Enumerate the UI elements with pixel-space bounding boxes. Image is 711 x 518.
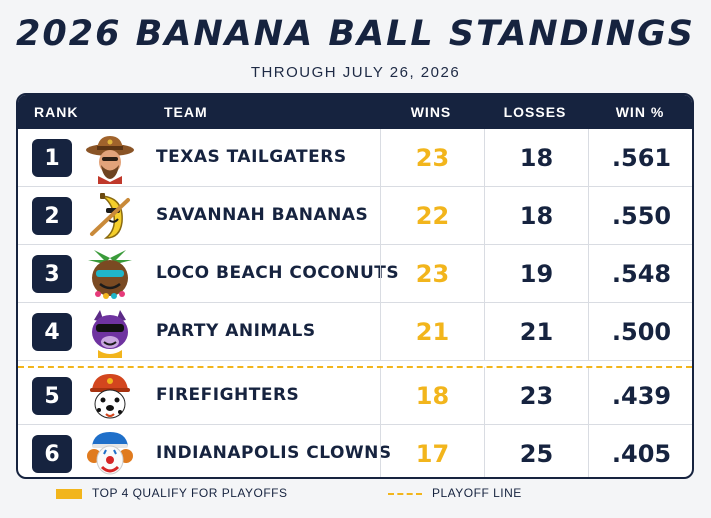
win-pct-value: .550	[588, 187, 692, 244]
losses-value: 18	[484, 129, 588, 186]
legend-line-label: PLAYOFF LINE	[432, 486, 522, 500]
clown-mascot-icon	[87, 432, 133, 475]
header-win-pct: WIN %	[615, 104, 665, 120]
win-pct-value: .500	[588, 303, 692, 360]
losses-value: 18	[484, 187, 588, 244]
table-row: 5 FIREFIGHTERS 18 23 .439	[18, 367, 692, 425]
header-team: TEAM	[164, 104, 208, 120]
win-pct-value: .439	[588, 367, 692, 424]
rank-badge: 1	[32, 139, 72, 177]
rank-badge: 5	[32, 377, 72, 415]
dalmatian-firefighter-mascot-icon	[90, 374, 130, 419]
team-name: SAVANNAH BANANAS	[156, 205, 369, 225]
wins-value: 21	[380, 303, 484, 360]
cowboy-mascot-icon	[86, 136, 134, 184]
table-row: 2 SAVANNAH BANANAS 22 18 .550	[18, 187, 692, 245]
header-losses: LOSSES	[503, 104, 567, 120]
rank-badge: 6	[32, 435, 72, 473]
header-rank: RANK	[34, 104, 79, 120]
losses-value: 25	[484, 425, 588, 477]
header-wins: WINS	[410, 104, 452, 120]
losses-value: 19	[484, 245, 588, 302]
banana-mascot-icon	[90, 193, 130, 239]
rank-badge: 2	[32, 197, 72, 235]
table-row: 4 PARTY ANIMALS 21 21 .500	[18, 303, 692, 361]
win-pct-value: .405	[588, 425, 692, 477]
page-title: 2026 BANANA BALL STANDINGS	[16, 14, 695, 54]
dashed-line-icon	[388, 492, 422, 495]
win-pct-value: .561	[588, 129, 692, 186]
win-pct-value: .548	[588, 245, 692, 302]
rank-badge: 3	[32, 255, 72, 293]
wins-value: 17	[380, 425, 484, 477]
losses-value: 23	[484, 367, 588, 424]
page-subtitle: THROUGH JULY 26, 2026	[250, 64, 461, 81]
wins-value: 23	[380, 129, 484, 186]
table-row: 6 INDIANAPOLIS CLOWNS 17 25 .405	[18, 425, 692, 477]
wins-value: 18	[380, 367, 484, 424]
standings-table: RANK TEAM WINS LOSSES WIN % 1 TEXAS TAIL…	[16, 93, 694, 479]
rank-badge: 4	[32, 313, 72, 351]
table-row: 3 LOCO BEACH COCONUTS 23 19 .548	[18, 245, 692, 303]
coconut-mascot-icon	[88, 250, 132, 299]
legend-qualify: TOP 4 QUALIFY FOR PLAYOFFS	[56, 486, 288, 500]
team-name: FIREFIGHTERS	[156, 385, 300, 405]
losses-value: 21	[484, 303, 588, 360]
legend-playoff-line: PLAYOFF LINE	[388, 486, 522, 500]
legend-qualify-label: TOP 4 QUALIFY FOR PLAYOFFS	[92, 486, 288, 500]
playoff-line	[18, 366, 692, 368]
team-name: PARTY ANIMALS	[156, 321, 316, 341]
team-name: TEXAS TAILGATERS	[156, 147, 347, 167]
party-animal-mascot-icon	[92, 310, 128, 358]
table-header: RANK TEAM WINS LOSSES WIN %	[18, 95, 692, 129]
gold-swatch-icon	[56, 488, 82, 499]
team-name: LOCO BEACH COCONUTS	[156, 263, 400, 283]
wins-value: 23	[380, 245, 484, 302]
wins-value: 22	[380, 187, 484, 244]
team-name: INDIANAPOLIS CLOWNS	[156, 443, 392, 463]
table-row: 1 TEXAS TAILGATERS 23 18 .561	[18, 129, 692, 187]
